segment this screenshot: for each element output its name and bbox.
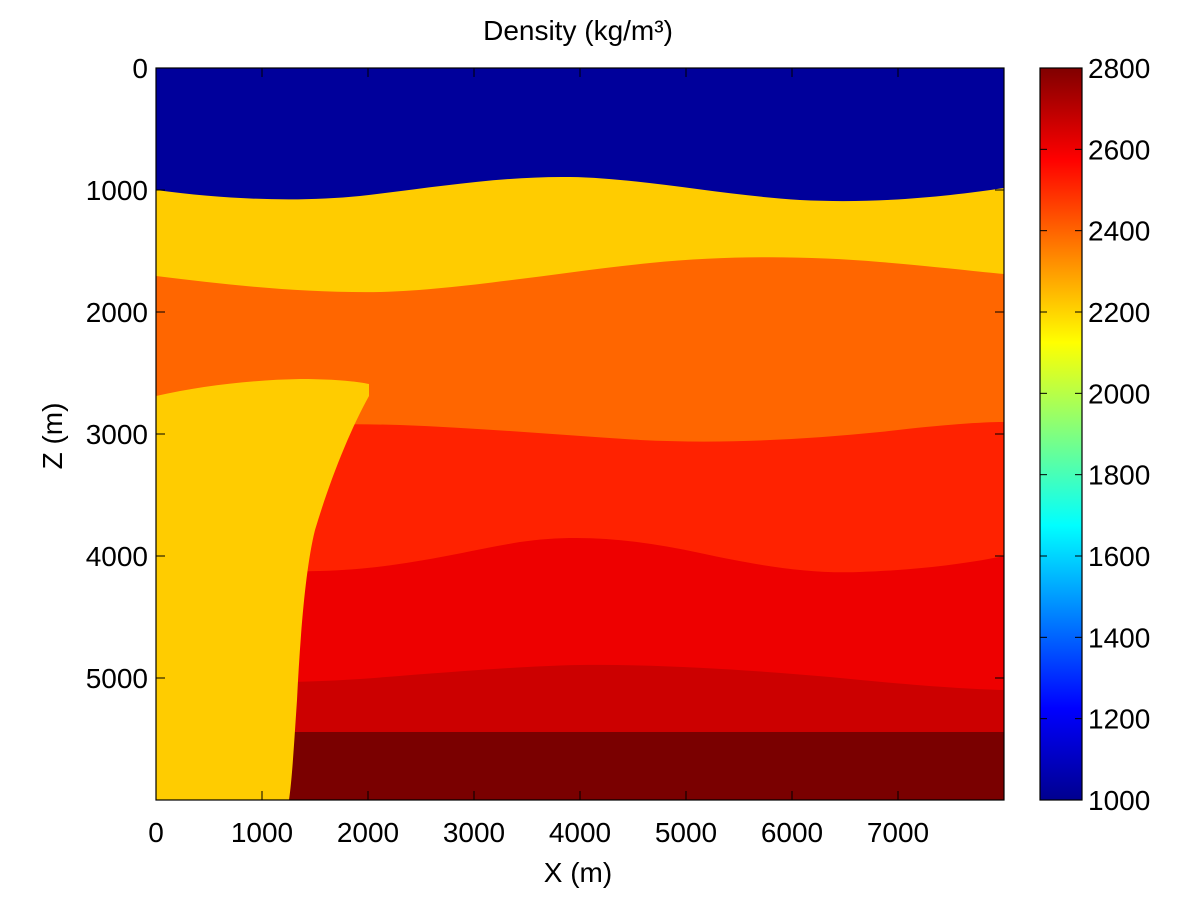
- x-tick-label: 3000: [443, 817, 505, 848]
- colorbar-tick-label: 1200: [1088, 704, 1150, 735]
- colorbar-tick-label: 1800: [1088, 460, 1150, 491]
- x-tick-label: 1000: [231, 817, 293, 848]
- colorbar-tick-label: 1600: [1088, 541, 1150, 572]
- y-tick-label: 5000: [86, 663, 148, 694]
- layer-density-2800: [156, 732, 1004, 800]
- colorbar-tick-label: 2400: [1088, 216, 1150, 247]
- colorbar: [1040, 68, 1082, 800]
- heatmap-plot-area: [156, 68, 1004, 800]
- y-tick-label: 3000: [86, 419, 148, 450]
- y-tick-label: 1000: [86, 175, 148, 206]
- colorbar-tick-label: 2800: [1088, 53, 1150, 84]
- y-tick-label: 4000: [86, 541, 148, 572]
- salt-body: [156, 379, 369, 800]
- x-tick-label: 2000: [337, 817, 399, 848]
- colorbar-tick-label: 2600: [1088, 134, 1150, 165]
- colorbar-axis: 1000 1200 1400 1600 1800 2000 2200 2400 2600 2800: [1040, 53, 1150, 816]
- colorbar-tick-label: 1000: [1088, 785, 1150, 816]
- y-axis-label: Z (m): [37, 403, 68, 470]
- x-axis-label: X (m): [544, 857, 612, 888]
- x-axis: 0 1000 2000 3000 4000 5000 6000 7000: [148, 68, 929, 848]
- chart-title: Density (kg/m³): [483, 15, 673, 46]
- x-tick-label: 6000: [761, 817, 823, 848]
- colorbar-tick-label: 1400: [1088, 622, 1150, 653]
- colorbar-tick-label: 2200: [1088, 297, 1150, 328]
- y-tick-label: 0: [132, 53, 148, 84]
- colorbar-tick-label: 2000: [1088, 378, 1150, 409]
- y-axis: 0 1000 2000 3000 4000 5000: [86, 53, 1004, 694]
- x-tick-label: 0: [148, 817, 164, 848]
- x-tick-label: 4000: [549, 817, 611, 848]
- x-tick-label: 5000: [655, 817, 717, 848]
- colorbar-border: [1039, 67, 1083, 801]
- x-tick-label: 7000: [867, 817, 929, 848]
- y-tick-label: 2000: [86, 297, 148, 328]
